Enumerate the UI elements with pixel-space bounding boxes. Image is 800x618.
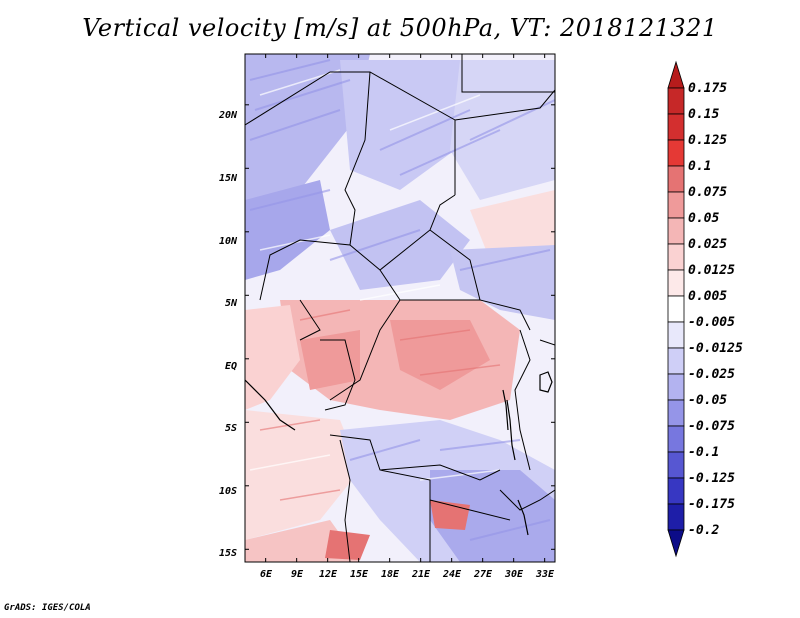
grads-credit: GrADS: IGES/COLA (4, 603, 91, 613)
colorbar-swatch-9 (667, 295, 685, 323)
colorbar-label-5: 0.05 (688, 211, 719, 226)
latitude-axis: 20N 15N 10N 5N EQ 5S 10S 15S (218, 110, 238, 559)
lon-label-6e: 6E (260, 569, 273, 580)
colorbar-label-7: 0.0125 (688, 263, 735, 278)
field-pink-band-east (470, 190, 555, 260)
colorbar-swatch-2 (667, 113, 685, 141)
colorbar-swatch-11 (667, 347, 685, 375)
field-blue-north-east (450, 60, 555, 200)
colorbar-swatch-15 (667, 451, 685, 479)
lat-label-5s: 5S (225, 423, 237, 434)
colorbar-label-11: -0.025 (688, 367, 735, 382)
colorbar-label-3: 0.1 (688, 159, 711, 174)
country-borders (245, 54, 555, 562)
colorbar-swatch-18 (667, 529, 685, 558)
colorbar-label-16: -0.175 (688, 497, 735, 512)
map-title: Vertical velocity [m/s] at 500hPa, VT: 2… (82, 14, 718, 42)
lat-label-20n: 20N (218, 110, 238, 121)
field-blue-north-west (245, 54, 370, 230)
lon-label-30e: 30E (504, 569, 524, 580)
longitude-axis: 6E 9E 12E 15E 18E 21E 24E 27E 30E 33E (260, 569, 555, 580)
colorbar-label-12: -0.05 (688, 393, 727, 408)
field-blue-band-mid (330, 200, 470, 290)
colorbar-swatch-12 (667, 373, 685, 401)
colorbar-label-13: -0.075 (688, 419, 735, 434)
lon-label-33e: 33E (535, 569, 555, 580)
colorbar-label-2: 0.125 (688, 133, 727, 148)
colorbar-label-15: -0.125 (688, 471, 735, 486)
colorbar-swatch-7 (667, 243, 685, 271)
colorbar-label-8: 0.005 (688, 289, 727, 304)
colorbar-swatch-3 (667, 139, 685, 167)
colorbar-label-0: 0.175 (688, 81, 727, 96)
colorbar-swatch-5 (667, 191, 685, 219)
lat-label-10s: 10S (219, 486, 237, 497)
lat-label-15s: 15S (219, 548, 237, 559)
colorbar-label-9: -0.005 (688, 315, 735, 330)
colorbar-label-6: 0.025 (688, 237, 727, 252)
colorbar-label-1: 0.15 (688, 107, 719, 122)
lakes (245, 371, 553, 536)
colorbar-swatch-8 (667, 269, 685, 297)
colorbar-swatch-1 (667, 87, 685, 115)
colorbar-label-4: 0.075 (688, 185, 727, 200)
colorbar-swatch-6 (667, 217, 685, 245)
lon-label-18e: 18E (381, 569, 400, 580)
colorbar-label-17: -0.2 (688, 523, 719, 538)
field-red-west-coast (245, 305, 300, 410)
colorbar-swatch-16 (667, 477, 685, 505)
colorbar-swatch-14 (667, 425, 685, 453)
velocity-field (245, 54, 555, 562)
field-blue-band-east (450, 245, 555, 320)
lat-label-10n: 10N (219, 236, 238, 247)
map-frame (244, 53, 556, 563)
colorbar: 0.175 0.15 0.125 0.1 0.075 0.05 0.025 0.… (667, 60, 743, 558)
colorbar-swatch-0 (667, 60, 685, 89)
field-red-core-2 (300, 330, 360, 390)
lat-label-eq: EQ (225, 361, 237, 372)
field-pink-south (245, 410, 360, 540)
colorbar-swatch-17 (667, 503, 685, 531)
colorbar-swatch-4 (667, 165, 685, 193)
lon-label-21e: 21E (411, 569, 431, 580)
lat-label-15n: 15N (219, 173, 238, 184)
lon-label-15e: 15E (350, 569, 369, 580)
colorbar-swatch-13 (667, 399, 685, 427)
lon-label-24e: 24E (442, 569, 462, 580)
lon-label-9e: 9E (291, 569, 304, 580)
lat-label-5n: 5N (225, 298, 238, 309)
colorbar-swatch-10 (667, 321, 685, 349)
colorbar-label-14: -0.1 (688, 445, 719, 460)
lon-label-12e: 12E (319, 569, 338, 580)
colorbar-label-10: -0.0125 (688, 341, 743, 356)
colorbar-swatches (667, 60, 685, 558)
axis-ticks (245, 54, 555, 562)
lon-label-27e: 27E (473, 569, 493, 580)
